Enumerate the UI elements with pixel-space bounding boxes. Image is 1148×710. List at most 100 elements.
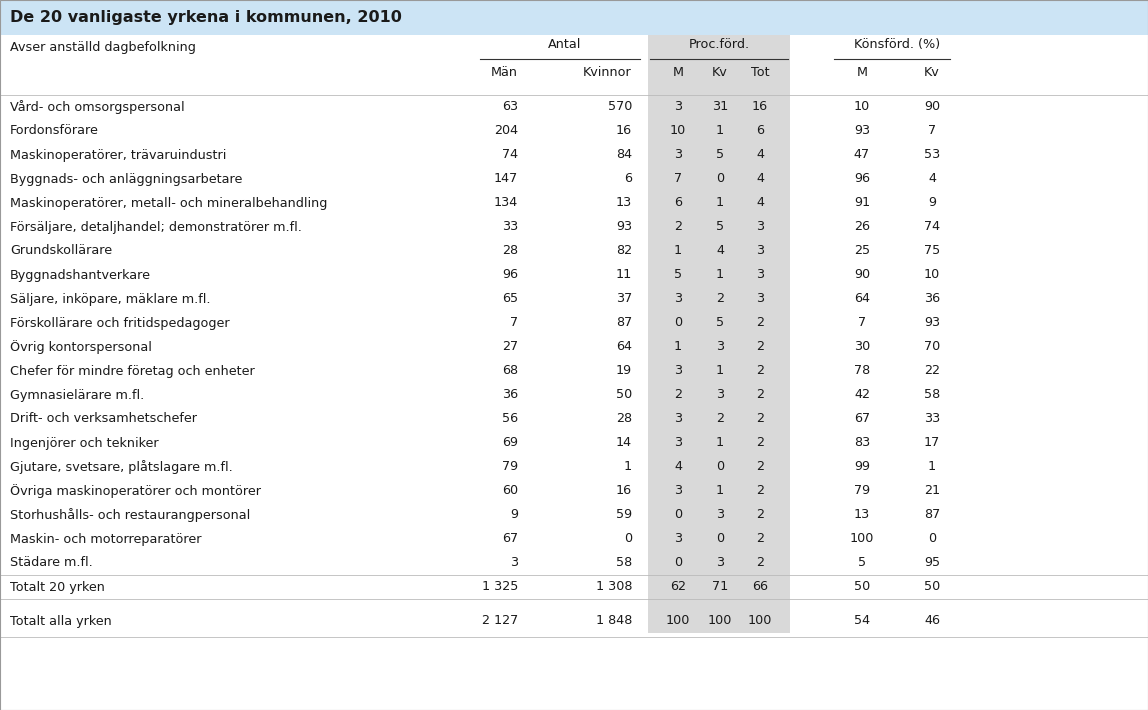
- Text: 2: 2: [757, 532, 765, 545]
- Text: Gjutare, svetsare, plåtslagare m.fl.: Gjutare, svetsare, plåtslagare m.fl.: [10, 460, 233, 474]
- Text: 2: 2: [757, 484, 765, 498]
- Text: 3: 3: [755, 268, 765, 281]
- Text: 10: 10: [670, 124, 687, 138]
- Text: 0: 0: [716, 532, 724, 545]
- Text: 100: 100: [850, 532, 874, 545]
- Text: 1: 1: [716, 437, 724, 449]
- Text: 82: 82: [615, 244, 633, 258]
- Text: 6: 6: [757, 124, 765, 138]
- Text: 96: 96: [502, 268, 518, 281]
- Text: 93: 93: [924, 317, 940, 329]
- Text: 68: 68: [502, 364, 518, 378]
- Text: Kv: Kv: [712, 67, 728, 80]
- Text: 79: 79: [854, 484, 870, 498]
- Text: 1 848: 1 848: [596, 614, 633, 628]
- Text: 3: 3: [674, 484, 682, 498]
- Text: 0: 0: [623, 532, 633, 545]
- Text: 33: 33: [502, 221, 518, 234]
- Text: 54: 54: [854, 614, 870, 628]
- Text: 28: 28: [502, 244, 518, 258]
- Text: 58: 58: [924, 388, 940, 401]
- Text: 6: 6: [674, 197, 682, 209]
- Text: 9: 9: [928, 197, 936, 209]
- Text: 93: 93: [615, 221, 633, 234]
- Text: 1: 1: [716, 484, 724, 498]
- Text: 16: 16: [615, 484, 633, 498]
- Text: 2 127: 2 127: [482, 614, 518, 628]
- Text: 71: 71: [712, 581, 728, 594]
- Text: 16: 16: [752, 101, 768, 114]
- Text: 30: 30: [854, 341, 870, 354]
- Bar: [0, 0, 1148, 35]
- Text: 75: 75: [924, 244, 940, 258]
- Text: Förskollärare och fritidspedagoger: Förskollärare och fritidspedagoger: [10, 317, 230, 329]
- Text: 2: 2: [757, 557, 765, 569]
- Text: 36: 36: [502, 388, 518, 401]
- Text: 100: 100: [708, 614, 732, 628]
- Text: 0: 0: [674, 508, 682, 522]
- Text: 3: 3: [716, 557, 724, 569]
- Text: M: M: [856, 67, 868, 80]
- Text: 4: 4: [757, 148, 765, 161]
- Text: 4: 4: [757, 173, 765, 185]
- Text: 3: 3: [674, 148, 682, 161]
- Text: 50: 50: [924, 581, 940, 594]
- Text: 60: 60: [502, 484, 518, 498]
- Text: 1: 1: [674, 341, 682, 354]
- Text: 69: 69: [502, 437, 518, 449]
- Text: 19: 19: [615, 364, 633, 378]
- Text: 3: 3: [755, 293, 765, 305]
- Text: 134: 134: [494, 197, 518, 209]
- Text: 5: 5: [674, 268, 682, 281]
- Text: 2: 2: [757, 413, 765, 425]
- Text: 2: 2: [757, 341, 765, 354]
- Text: 67: 67: [502, 532, 518, 545]
- Text: 1 325: 1 325: [482, 581, 518, 594]
- Text: 100: 100: [747, 614, 773, 628]
- Text: 46: 46: [924, 614, 940, 628]
- Text: Maskinoperatörer, metall- och mineralbehandling: Maskinoperatörer, metall- och mineralbeh…: [10, 197, 327, 209]
- Text: 70: 70: [924, 341, 940, 354]
- Text: Totalt 20 yrken: Totalt 20 yrken: [10, 581, 104, 594]
- Text: 3: 3: [674, 413, 682, 425]
- Text: 79: 79: [502, 461, 518, 474]
- Text: 50: 50: [615, 388, 633, 401]
- Text: 90: 90: [854, 268, 870, 281]
- Text: Könsförd. (%): Könsförd. (%): [854, 38, 940, 51]
- Text: 3: 3: [755, 221, 765, 234]
- Text: 0: 0: [716, 461, 724, 474]
- Text: 93: 93: [854, 124, 870, 138]
- Text: 14: 14: [615, 437, 633, 449]
- Text: 74: 74: [502, 148, 518, 161]
- Text: 4: 4: [757, 197, 765, 209]
- Text: 59: 59: [615, 508, 633, 522]
- Text: Ingenjörer och tekniker: Ingenjörer och tekniker: [10, 437, 158, 449]
- Text: Byggnads- och anläggningsarbetare: Byggnads- och anläggningsarbetare: [10, 173, 242, 185]
- Text: 5: 5: [716, 317, 724, 329]
- Text: 1: 1: [716, 268, 724, 281]
- Text: Övriga maskinoperatörer och montörer: Övriga maskinoperatörer och montörer: [10, 484, 261, 498]
- Text: 7: 7: [858, 317, 866, 329]
- Text: Kv: Kv: [924, 67, 940, 80]
- Text: 91: 91: [854, 197, 870, 209]
- Text: 5: 5: [716, 148, 724, 161]
- Text: 37: 37: [615, 293, 633, 305]
- Text: 4: 4: [716, 244, 724, 258]
- Text: 0: 0: [674, 317, 682, 329]
- Text: Maskin- och motorreparatörer: Maskin- och motorreparatörer: [10, 532, 202, 545]
- Text: 56: 56: [502, 413, 518, 425]
- Text: Tot: Tot: [751, 67, 769, 80]
- Text: 50: 50: [854, 581, 870, 594]
- Text: 95: 95: [924, 557, 940, 569]
- Text: 62: 62: [670, 581, 687, 594]
- Text: M: M: [673, 67, 683, 80]
- Text: 3: 3: [510, 557, 518, 569]
- Text: Totalt alla yrken: Totalt alla yrken: [10, 614, 111, 628]
- Text: 2: 2: [674, 221, 682, 234]
- Text: 87: 87: [924, 508, 940, 522]
- Text: 570: 570: [607, 101, 633, 114]
- Text: 84: 84: [615, 148, 633, 161]
- Text: 2: 2: [757, 364, 765, 378]
- Text: Storhushålls- och restaurangpersonal: Storhushålls- och restaurangpersonal: [10, 508, 250, 522]
- Text: 9: 9: [510, 508, 518, 522]
